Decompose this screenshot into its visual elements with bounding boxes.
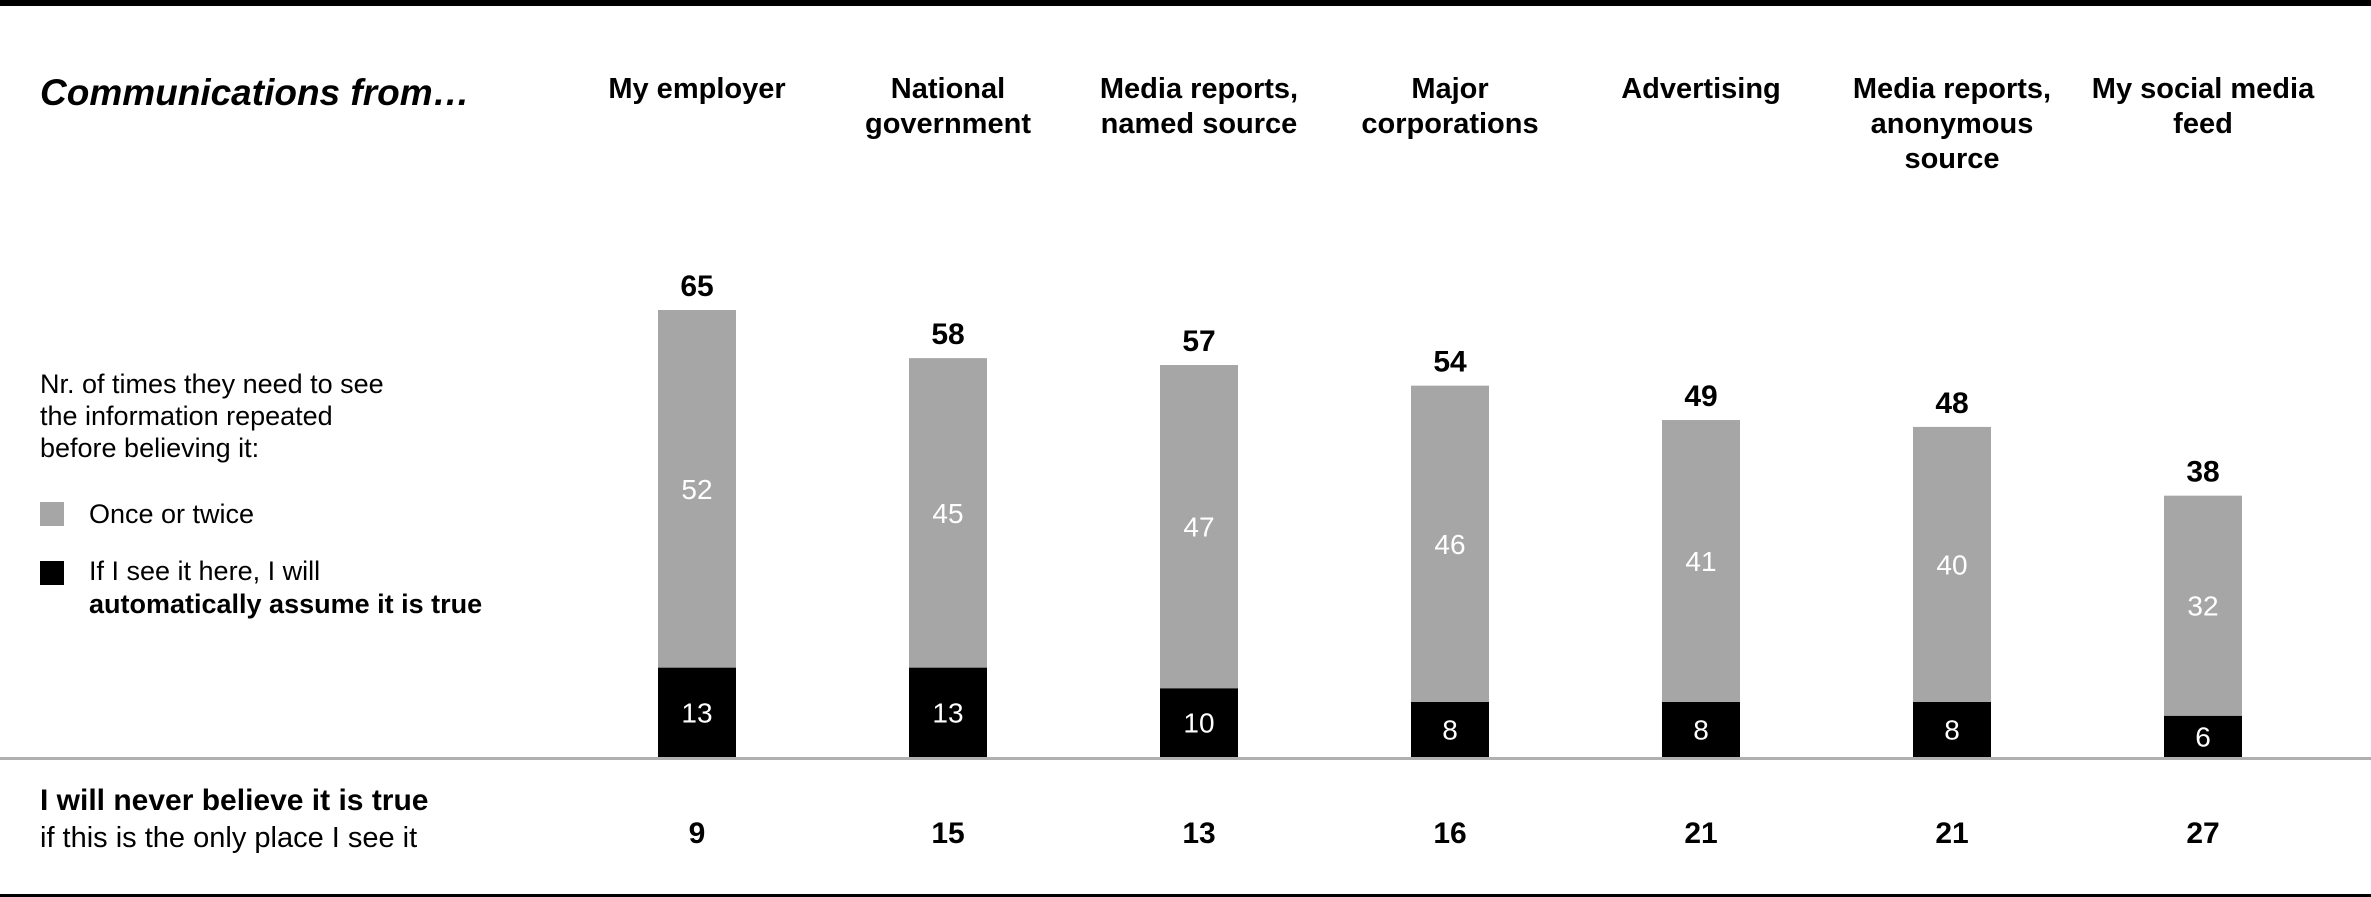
bar-label-automatic: 8 — [1944, 714, 1960, 745]
category-header-line: Advertising — [1621, 73, 1781, 105]
legend-label: If I see it here, I will automatically a… — [89, 555, 482, 621]
category-header-line: Media reports, — [1099, 73, 1299, 105]
bar-segment-once-or-twice — [658, 310, 736, 668]
bar-label-once-or-twice: 41 — [1685, 546, 1716, 577]
category-header: Media reports, anonymous source — [1832, 72, 2072, 177]
category-header-line: My employer — [608, 73, 786, 105]
chart-baseline — [0, 757, 2371, 760]
category-header-line: source — [1904, 143, 2000, 175]
legend-swatch-gray — [40, 502, 64, 526]
category-header: Major corporations — [1330, 72, 1570, 142]
bar-total-label: 54 — [1433, 346, 1467, 379]
bar-total-label: 57 — [1182, 325, 1215, 358]
never-believe-title: I will never believe it is true — [40, 784, 429, 817]
bar-label-once-or-twice: 46 — [1434, 529, 1465, 560]
category-header-line: feed — [2173, 108, 2233, 140]
bar-segment-automatic — [1160, 688, 1238, 757]
bar-label-once-or-twice: 47 — [1183, 512, 1214, 543]
legend-intro-line: the information repeated — [40, 401, 333, 431]
bar-label-automatic: 13 — [932, 697, 963, 728]
legend-label-bold: automatically assume it is true — [89, 589, 483, 619]
never-believe-value: 16 — [1433, 817, 1466, 850]
bar-label-automatic: 13 — [681, 697, 712, 728]
bar-label-once-or-twice: 45 — [932, 498, 963, 529]
bar-label-once-or-twice: 52 — [681, 474, 712, 505]
bar-total-label: 49 — [1684, 380, 1717, 413]
bar-total-label: 38 — [2186, 456, 2219, 489]
bar-segment-once-or-twice — [1662, 420, 1740, 702]
bar-label-automatic: 6 — [2195, 721, 2211, 752]
bar-label-once-or-twice: 40 — [1936, 549, 1967, 580]
legend-label: Once or twice — [89, 498, 254, 531]
top-rule — [0, 0, 2371, 6]
bar-segment-automatic — [1662, 701, 1740, 757]
category-header: My social media feed — [2083, 72, 2323, 142]
bar-segment-once-or-twice — [1160, 365, 1238, 689]
legend-label-line: If I see it here, I will — [89, 556, 321, 586]
category-header: My employer — [577, 72, 817, 107]
category-header: Advertising — [1581, 72, 1821, 107]
category-header-line: named source — [1100, 108, 1298, 140]
never-believe-value: 27 — [2186, 817, 2219, 850]
never-believe-value: 9 — [689, 817, 706, 850]
bottom-rule — [0, 894, 2371, 897]
bar-segment-once-or-twice — [1913, 426, 1991, 702]
category-header-line: government — [865, 108, 1031, 140]
category-header: Media reports, named source — [1079, 72, 1319, 142]
category-header-line: Major — [1411, 73, 1489, 105]
bar-segment-automatic — [1411, 701, 1489, 757]
legend-intro: Nr. of times they need to see the inform… — [40, 368, 384, 464]
bar-total-label: 58 — [931, 318, 964, 351]
bar-segment-automatic — [658, 667, 736, 757]
legend-swatch-black — [40, 561, 64, 585]
bar-total-label: 48 — [1935, 387, 1968, 420]
legend-label-line: Once or twice — [89, 499, 255, 529]
legend-intro-line: Nr. of times they need to see — [40, 369, 384, 399]
bar-label-automatic: 8 — [1693, 714, 1709, 745]
bar-segment-automatic — [909, 667, 987, 757]
never-believe-value: 21 — [1935, 817, 1968, 850]
never-believe-value: 13 — [1182, 817, 1215, 850]
bar-label-automatic: 10 — [1183, 708, 1214, 739]
bar-segment-once-or-twice — [2164, 495, 2242, 716]
never-believe-subtitle: if this is the only place I see it — [40, 822, 418, 854]
bar-segment-automatic — [2164, 715, 2242, 757]
bar-label-once-or-twice: 32 — [2187, 591, 2218, 622]
category-header-line: National — [890, 73, 1006, 105]
legend-intro-line: before believing it: — [40, 433, 260, 463]
category-header-line: anonymous — [1870, 108, 2034, 140]
category-header: National government — [828, 72, 1068, 142]
category-header-line: Media reports, — [1852, 73, 2052, 105]
category-header-line: My social media — [2091, 73, 2315, 105]
bar-segment-once-or-twice — [1411, 385, 1489, 702]
category-header-line: corporations — [1361, 108, 1539, 140]
bar-segment-automatic — [1913, 701, 1991, 757]
bar-label-automatic: 8 — [1442, 714, 1458, 745]
never-believe-value: 15 — [931, 817, 964, 850]
section-title: Communications from… — [40, 72, 470, 113]
bar-total-label: 65 — [680, 270, 713, 303]
never-believe-value: 21 — [1684, 817, 1717, 850]
bar-segment-once-or-twice — [909, 358, 987, 668]
